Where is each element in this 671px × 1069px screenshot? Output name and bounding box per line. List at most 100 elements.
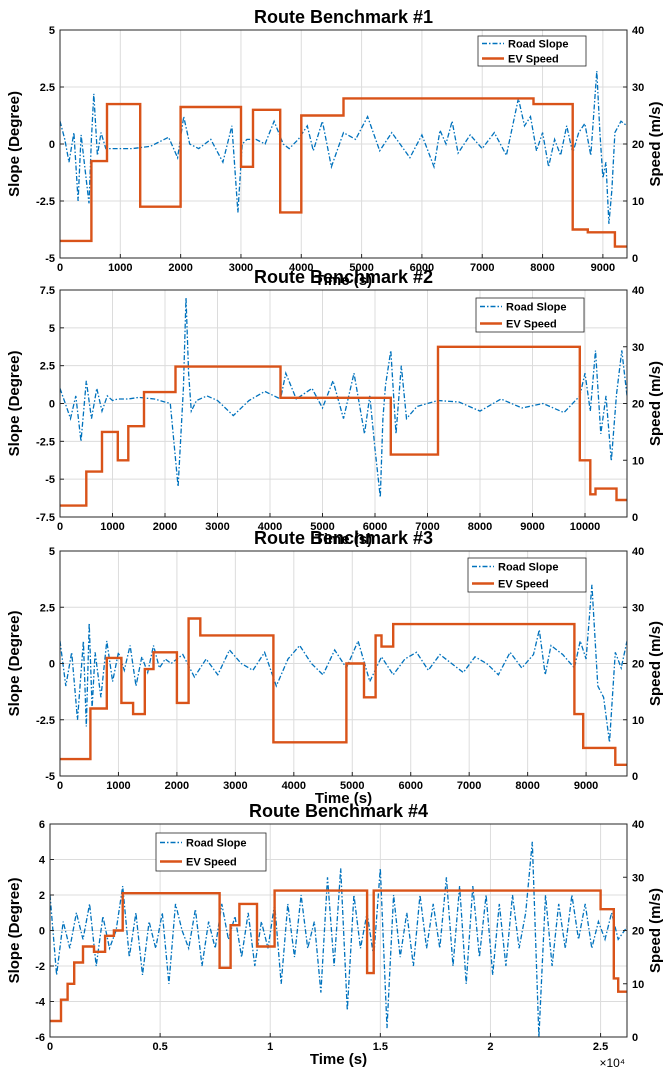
y-right-tick-label: 30: [632, 872, 644, 884]
x-tick-label: 5000: [310, 521, 334, 533]
x-tick-label: 7000: [415, 521, 439, 533]
x-tick-label: 0.5: [152, 1041, 167, 1053]
y-tick-label: -2.5: [36, 196, 55, 208]
x-tick-label: 1.5: [373, 1041, 388, 1053]
x-tick-label: 1: [267, 1041, 273, 1053]
chart-panel-4: 0 0.5 1 1.5 2 2.5 -6 -4 -2 0 2 4 6 0 10 20 30 40 Route Ben…: [6, 801, 664, 1069]
series-line-ev-speed: [60, 345, 627, 507]
x-tick-label: 0: [57, 780, 63, 792]
x-tick-label: 3000: [223, 780, 247, 792]
y-axis-label: Slope (Degree): [6, 611, 23, 717]
x-tick-label: 1000: [100, 521, 124, 533]
chart-panel-3: 0 1000 2000 3000 4000 5000 6000 7000 8000 9000-5-…: [6, 528, 664, 807]
x-tick-label: 6000: [398, 780, 422, 792]
y-tick-label: 4: [39, 855, 46, 867]
series-line-ev-speed: [60, 617, 627, 766]
x-tick-label: 6000: [363, 521, 387, 533]
chart-panel-2: 0 1000 2000 3000 4000 5000 6000 7000 8000 9000 100…: [6, 267, 664, 548]
y-right-axis-label: Speed (m/s): [647, 888, 664, 973]
chart-title: Route Benchmark #1: [254, 7, 433, 27]
x-tick-label: 0: [57, 262, 63, 274]
series-line-road-slope: [60, 70, 627, 224]
legend: Road Slope EV Speed: [475, 297, 585, 333]
legend: Road Slope EV Speed: [477, 35, 587, 67]
y-right-tick-label: 20: [632, 139, 644, 151]
x-tick-label: 6000: [410, 262, 434, 274]
y-right-axis-label: Speed (m/s): [647, 621, 664, 706]
y-tick-label: -2.5: [36, 715, 55, 727]
series-line-road-slope: [60, 584, 627, 743]
x-tick-label: 2000: [168, 262, 192, 274]
y-tick-label: -2.5: [36, 436, 55, 448]
series-line-ev-speed: [60, 97, 627, 248]
x-tick-label: 2: [487, 1041, 493, 1053]
y-right-tick-label: 0: [632, 512, 638, 524]
chart-title: Route Benchmark #4: [249, 801, 428, 821]
x-axis-multiplier: ×10⁴: [599, 1056, 625, 1069]
x-tick-label: 0: [57, 521, 63, 533]
y-right-tick-label: 10: [632, 196, 644, 208]
y-tick-label: 5: [49, 323, 55, 335]
y-tick-label: -5: [45, 253, 55, 265]
legend-label-road-slope: Road Slope: [508, 39, 569, 51]
y-right-tick-label: 30: [632, 602, 644, 614]
x-axis-label: Time (s): [315, 790, 372, 807]
y-tick-label: 7.5: [40, 285, 55, 297]
y-right-tick-label: 40: [632, 819, 644, 831]
y-right-axis-label: Speed (m/s): [647, 101, 664, 186]
y-tick-label: -7.5: [36, 512, 55, 524]
x-tick-label: 0: [47, 1041, 53, 1053]
legend-box: [467, 557, 587, 593]
x-tick-label: 9000: [591, 262, 615, 274]
y-tick-label: 2.5: [40, 361, 55, 373]
y-tick-label: 2.5: [40, 602, 55, 614]
x-tick-label: 7000: [457, 780, 481, 792]
series-line-ev-speed: [50, 889, 627, 1023]
legend-label-ev-speed: EV Speed: [508, 54, 559, 66]
legend-box: [477, 35, 587, 67]
x-axis-label: Time (s): [315, 272, 372, 289]
x-tick-label: 2000: [165, 780, 189, 792]
y-right-tick-label: 30: [632, 342, 644, 354]
x-tick-label: 8000: [530, 262, 554, 274]
x-axis-label: Time (s): [310, 1051, 367, 1068]
y-right-tick-label: 0: [632, 771, 638, 783]
y-tick-label: -6: [35, 1032, 45, 1044]
y-tick-label: -2: [35, 961, 45, 973]
legend-label-road-slope: Road Slope: [498, 562, 559, 574]
y-tick-label: 0: [39, 926, 45, 938]
x-tick-label: 10000: [570, 521, 601, 533]
y-right-tick-label: 10: [632, 455, 644, 467]
y-right-tick-label: 20: [632, 926, 644, 938]
legend-label-ev-speed: EV Speed: [506, 319, 557, 331]
x-tick-label: 2000: [153, 521, 177, 533]
y-right-tick-label: 40: [632, 285, 644, 297]
legend-label-road-slope: Road Slope: [186, 838, 247, 850]
legend-label-road-slope: Road Slope: [506, 302, 567, 314]
x-tick-label: 5000: [340, 780, 364, 792]
x-tick-label: 5000: [349, 262, 373, 274]
y-axis-label: Slope (Degree): [6, 351, 23, 457]
legend: Road Slope EV Speed: [467, 557, 587, 593]
x-tick-label: 1000: [108, 262, 132, 274]
x-tick-label: 9000: [520, 521, 544, 533]
y-tick-label: 5: [49, 25, 55, 37]
x-tick-label: 4000: [289, 262, 313, 274]
y-right-tick-label: 10: [632, 979, 644, 991]
series-line-road-slope: [50, 841, 627, 1037]
x-axis-label: Time (s): [315, 531, 372, 548]
y-tick-label: 0: [49, 399, 55, 411]
y-right-tick-label: 10: [632, 715, 644, 727]
y-right-tick-label: 40: [632, 546, 644, 558]
y-tick-label: -5: [45, 771, 55, 783]
y-right-tick-label: 30: [632, 82, 644, 94]
x-tick-label: 7000: [470, 262, 494, 274]
chart-title: Route Benchmark #3: [254, 528, 433, 548]
x-tick-label: 1000: [106, 780, 130, 792]
legend-label-ev-speed: EV Speed: [186, 857, 237, 869]
y-tick-label: 6: [39, 819, 45, 831]
legend-box: [475, 297, 585, 333]
y-right-tick-label: 20: [632, 659, 644, 671]
y-axis-label: Slope (Degree): [6, 878, 23, 984]
